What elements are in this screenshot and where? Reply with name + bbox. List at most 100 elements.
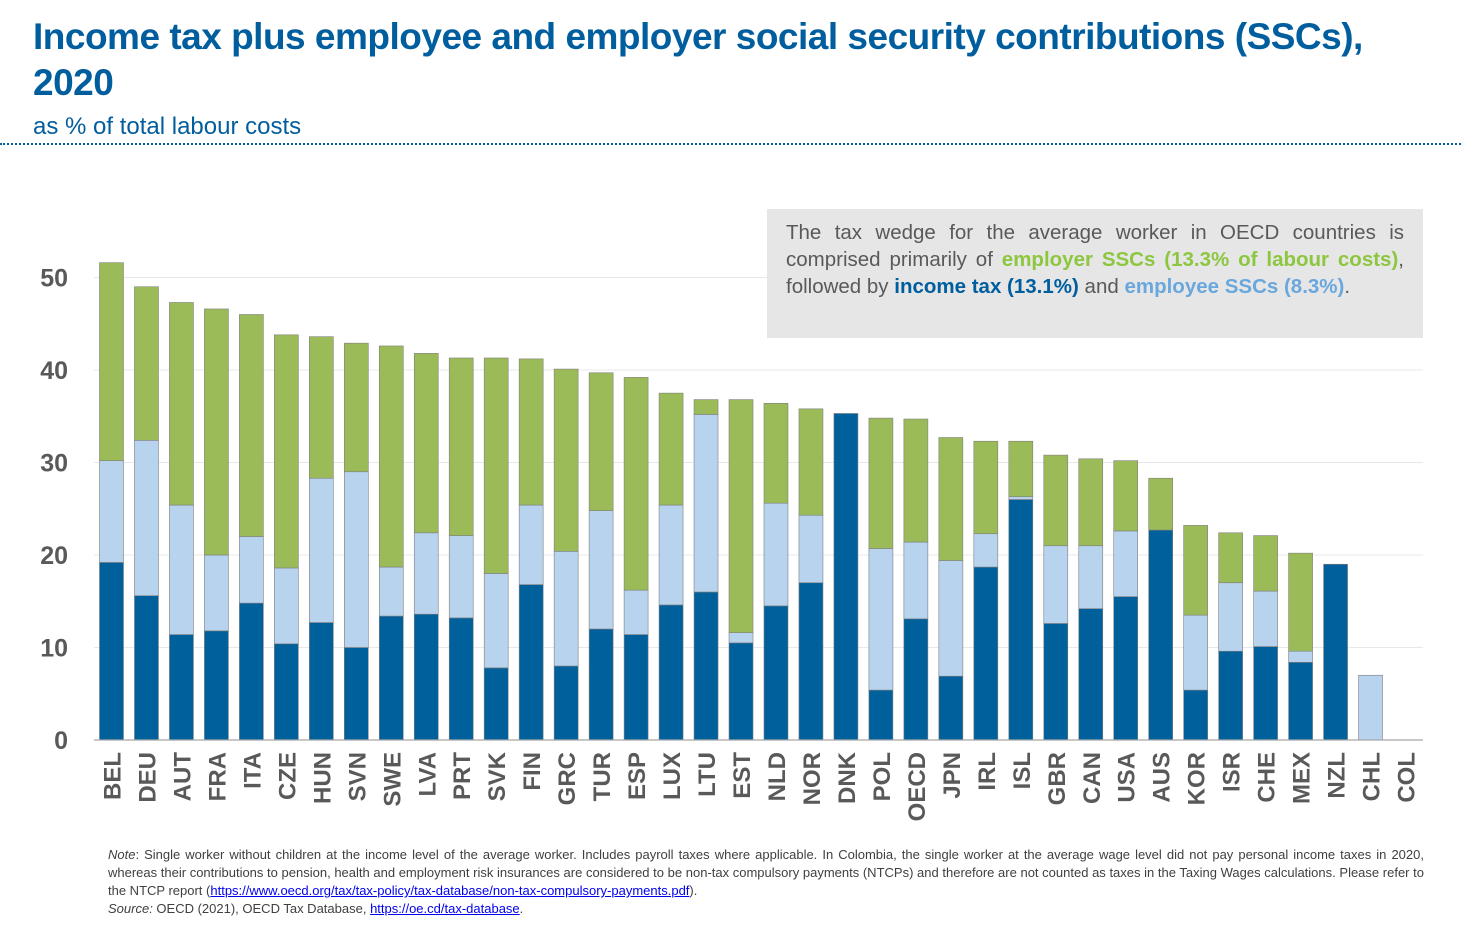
x-tick-label: NZL [1324,752,1351,799]
bar-segment-2 [903,541,929,620]
bar-segment-3 [169,302,194,506]
bar-segment-2 [99,460,124,563]
bar-segment-1 [868,689,894,741]
bar-segment-3 [693,399,719,415]
callout-employer-highlight: employer SSCs (13.3% of labour costs) [1001,248,1399,271]
bar-segment-2 [1043,545,1069,624]
bar-segment-3 [274,334,299,569]
x-tick-label: HUN [309,752,336,804]
bar-segment-1 [378,615,404,741]
callout-text-4: . [1344,275,1351,298]
x-tick-label: SVN [344,752,371,801]
x-tick-label: EST [729,752,756,799]
footnote: Note: Single worker without children at … [108,846,1424,918]
x-tick-label: BEL [99,752,126,800]
x-tick-label: JPN [939,752,966,799]
callout-text-3: and [1078,275,1125,298]
x-tick-label: SWE [379,752,406,807]
x-tick-label: CZE [274,752,301,800]
bar-segment-1 [1008,499,1034,741]
bar-segment-3 [1148,477,1173,531]
bar-segment-2 [1008,496,1034,500]
page-title: Income tax plus employee and employer so… [33,16,1363,103]
bar-segment-3 [588,372,614,511]
x-tick-label: CHL [1359,752,1386,801]
bar-segment-1 [413,613,439,741]
bar-segment-3 [868,417,894,549]
bar-segment-1 [1113,596,1139,741]
bar-segment-1 [1323,563,1348,741]
bar-segment-2 [274,567,299,645]
x-tick-label: ITA [239,752,266,789]
bar-segment-1 [763,605,789,741]
bar-segment-2 [693,414,719,593]
y-tick-label: 50 [40,265,68,293]
bar-segment-1 [588,628,614,741]
x-tick-label: NLD [764,752,791,801]
bar-segment-2 [973,533,999,568]
bar-segment-1 [518,584,544,741]
x-tick-label: FIN [519,752,546,791]
y-tick-label: 10 [40,635,68,663]
bar-segment-2 [483,573,509,669]
bar-segment-2 [763,502,789,607]
source-text: OECD (2021), OECD Tax Database, [152,901,371,916]
bar-segment-1 [728,642,754,741]
x-tick-label: LVA [414,752,441,796]
x-tick-label: ISL [1009,752,1036,789]
bar-segment-1 [448,617,474,741]
bar-segment-3 [1113,460,1139,532]
x-tick-label: CAN [1079,752,1106,804]
bar-segment-3 [903,418,929,543]
bar-segment-2 [1218,582,1243,652]
bar-segment-3 [239,314,264,537]
x-tick-label: COL [1394,752,1421,803]
bar-segment-3 [1078,458,1104,547]
x-tick-label: USA [1114,752,1141,803]
bar-segment-3 [798,408,824,516]
note-text-end: ). [689,883,698,898]
bar-segment-1 [274,643,299,741]
bar-segment-3 [1008,440,1034,498]
bar-segment-2 [868,548,894,691]
x-tick-label: NOR [799,752,826,805]
callout-employee-highlight: employee SSCs (8.3%) [1124,275,1345,298]
bar-segment-3 [1288,552,1313,652]
bar-segment-1 [99,562,124,741]
bar-segment-2 [169,504,194,635]
x-tick-label: TUR [589,752,616,801]
tax-database-link[interactable]: https://oe.cd/tax-database [370,901,520,916]
bar-segment-3 [553,368,579,552]
x-tick-label: ESP [624,752,651,800]
bar-segment-1 [1183,689,1208,741]
bar-segment-1 [483,667,509,741]
bar-segment-3 [309,336,334,479]
source-label: Source: [108,901,153,916]
source-end: . [519,901,524,916]
x-tick-label: DEU [134,752,161,803]
bar-segment-3 [938,437,964,561]
x-tick-label: SVK [484,751,511,801]
bar-segment-3 [763,402,789,504]
stacked-bar-chart: 0 10 20 30 40 50 BEL DEU AUT FRA ITA CZE HUN SVN SWE LV… [40,262,1423,821]
bar-segment-1 [204,630,229,741]
x-tick-label: LUX [659,752,686,800]
x-tick-label: CHE [1254,752,1281,803]
x-tick-label: IRL [974,752,1001,791]
bar-segment-1 [903,618,929,741]
bar-segment-2 [1078,545,1104,609]
bar-segment-3 [658,392,684,506]
ntcp-report-link[interactable]: https://www.oecd.org/tax/tax-policy/tax-… [210,883,690,898]
bar-segment-2 [239,536,264,604]
x-tick-label: OECD [904,752,931,821]
bar-segment-2 [1253,590,1278,647]
x-tick-label: MEX [1289,752,1316,804]
bar-segment-1 [1288,661,1313,741]
bar-segment-3 [448,357,474,536]
bar-segment-1 [1218,650,1243,741]
bar-segment-3 [413,353,439,534]
bar-segment-1 [134,595,159,741]
page-subtitle: as % of total labour costs [33,113,302,140]
bar-segment-1 [833,413,859,741]
callout-income-highlight: income tax (13.1%) [894,275,1079,298]
